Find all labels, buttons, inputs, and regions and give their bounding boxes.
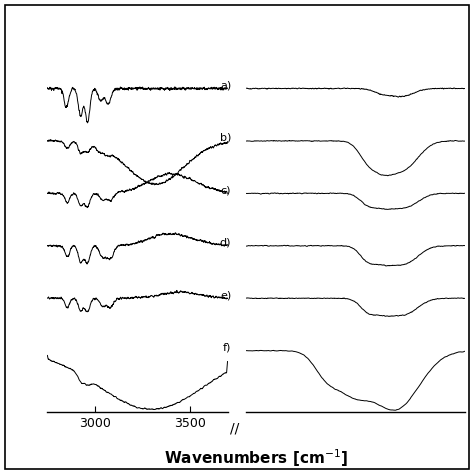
Text: c): c): [221, 185, 231, 195]
Text: b): b): [220, 133, 231, 143]
Text: d): d): [220, 238, 231, 248]
Text: Wavenumbers [cm$^{-1}$]: Wavenumbers [cm$^{-1}$]: [164, 447, 348, 469]
Text: //: //: [230, 422, 239, 436]
Text: a): a): [220, 81, 231, 91]
Text: e): e): [220, 290, 231, 300]
Text: f): f): [223, 343, 231, 353]
